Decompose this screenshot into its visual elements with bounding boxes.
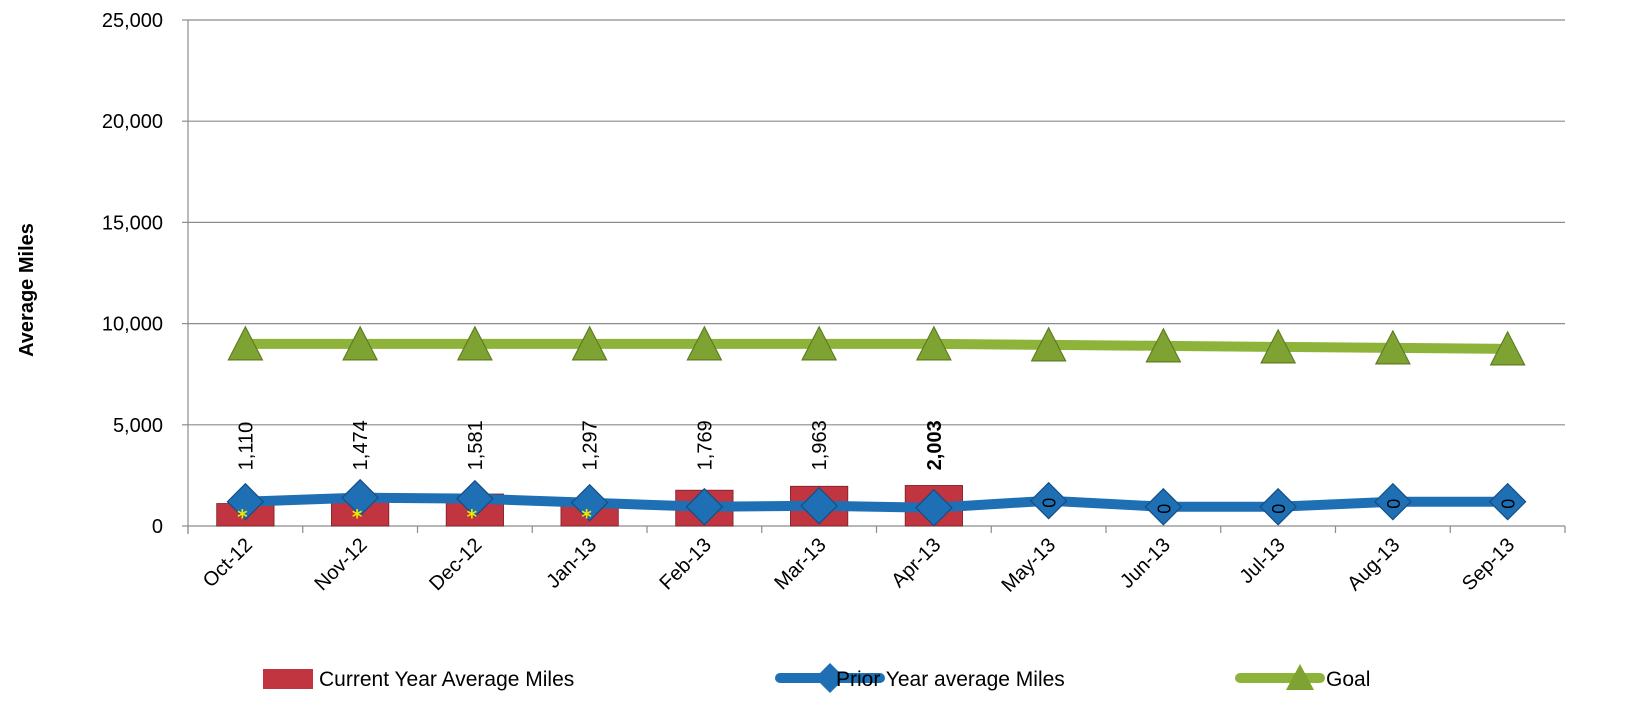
x-tick-label: Jun-13 xyxy=(1116,534,1175,593)
asterisk-annotation: * xyxy=(237,505,248,529)
x-tick-label: Apr-13 xyxy=(887,534,945,592)
data-label: 2,003 xyxy=(924,420,946,470)
prior-year-marker xyxy=(1259,487,1297,526)
y-tick-label: 25,000 xyxy=(102,10,163,32)
x-tick-label: Dec-12 xyxy=(425,534,486,595)
data-label: 0 xyxy=(1384,499,1404,509)
prior-year-marker xyxy=(570,483,609,522)
prior-year-marker xyxy=(226,482,265,521)
data-label: 0 xyxy=(1040,498,1060,508)
goal-marker xyxy=(342,325,379,361)
data-label: 0 xyxy=(1269,504,1289,514)
y-axis-label: Average Miles xyxy=(16,223,38,357)
goal-marker xyxy=(915,325,952,361)
legend-marker-goal xyxy=(1286,664,1314,690)
legend: Current Year Average Miles Prior Year ave… xyxy=(263,663,1370,693)
data-label: 1,581 xyxy=(465,420,487,470)
x-tick-label: Jul-13 xyxy=(1236,534,1290,588)
y-tick-labels: 0 5,000 10,000 15,000 20,000 25,000 xyxy=(102,10,163,538)
x-tick-label: Mar-13 xyxy=(770,534,830,594)
prior-year-line xyxy=(245,492,1508,513)
legend-swatch-current-year xyxy=(263,669,313,689)
asterisk-annotation: * xyxy=(352,505,363,529)
goal-marker xyxy=(1374,329,1411,365)
x-tick-labels: Oct-12 Nov-12 Dec-12 Jan-13 Feb-13 Mar-13 Apr-… xyxy=(199,534,1519,597)
x-tick-label: Feb-13 xyxy=(656,534,716,594)
x-tick-label: Nov-12 xyxy=(311,534,372,595)
prior-year-marker xyxy=(341,478,379,517)
legend-label-goal: Goal xyxy=(1326,668,1370,691)
asterisk-annotation: * xyxy=(581,505,592,529)
prior-year-marker xyxy=(915,488,953,527)
goal-marker xyxy=(571,325,608,361)
data-label: 1,963 xyxy=(809,420,831,470)
prior-year-marker xyxy=(1144,487,1183,526)
axes xyxy=(182,19,1566,534)
legend-label-current-year: Current Year Average Miles xyxy=(319,668,574,691)
asterisk-annotation: * xyxy=(467,505,478,529)
goal-marker xyxy=(801,325,838,361)
goal-marker xyxy=(1030,326,1067,362)
prior-year-marker xyxy=(800,486,838,525)
prior-year-marker xyxy=(456,479,494,518)
x-tick-label: May-13 xyxy=(997,534,1060,597)
goal-marker xyxy=(456,325,493,361)
goal-marker xyxy=(227,325,264,361)
data-labels: 1,110 1,474 1,581 1,297 1,769 1,963 2,003 0 0 0 0 0… xyxy=(235,420,1518,529)
y-tick-label: 20,000 xyxy=(102,111,163,133)
prior-year-marker xyxy=(1029,481,1068,520)
y-tick-label: 5,000 xyxy=(113,415,163,437)
data-label: 1,769 xyxy=(694,420,716,470)
y-tick-label: 0 xyxy=(152,516,163,538)
prior-year-marker xyxy=(685,487,724,526)
data-label: 1,474 xyxy=(350,420,372,470)
data-label: 0 xyxy=(1154,504,1174,514)
line-series-goal xyxy=(227,325,1526,366)
goal-marker xyxy=(686,325,723,361)
goal-marker xyxy=(1145,327,1182,363)
goal-line xyxy=(245,338,1508,354)
prior-year-marker xyxy=(1374,482,1412,521)
grid xyxy=(188,19,1565,426)
x-tick-label: Oct-12 xyxy=(199,534,257,592)
y-tick-label: 10,000 xyxy=(102,314,163,336)
x-tick-label: Sep-13 xyxy=(1458,534,1519,595)
x-tick-label: Jan-13 xyxy=(542,534,601,593)
goal-marker xyxy=(1260,328,1297,364)
data-label: 1,110 xyxy=(235,422,257,471)
legend-marker-prior-year xyxy=(815,663,845,693)
prior-year-marker xyxy=(1488,482,1527,521)
data-label: 1,297 xyxy=(580,420,602,470)
legend-label-prior-year: Prior Year average Miles xyxy=(836,668,1065,691)
y-tick-label: 15,000 xyxy=(102,212,163,234)
goal-marker xyxy=(1489,330,1526,366)
data-label: 0 xyxy=(1499,499,1519,509)
x-tick-label: Aug-13 xyxy=(1343,534,1404,595)
line-series-prior-year xyxy=(226,478,1527,527)
